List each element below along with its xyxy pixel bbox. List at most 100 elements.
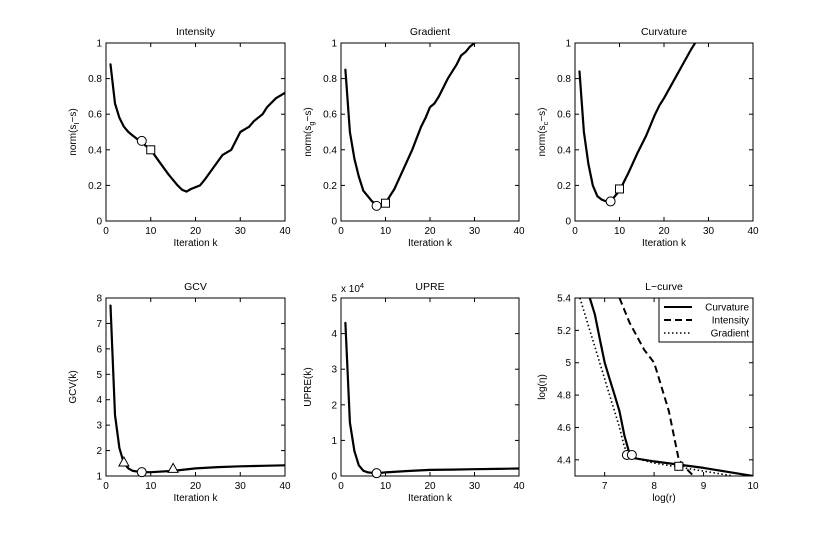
y-label-subscript: c [541, 121, 550, 125]
y-tick-label: 5.4 [557, 294, 571, 305]
y-tick-label: 0 [565, 217, 571, 228]
x-tick-label: 10 [145, 226, 157, 237]
y-tick-label: 4 [331, 329, 337, 340]
y-tick-label: 1 [96, 39, 102, 50]
y-tick-label: 4 [96, 395, 102, 406]
x-tick-label: 30 [703, 226, 715, 237]
y-tick-label: 0.4 [88, 145, 102, 156]
square-marker [146, 145, 156, 155]
legend-label: Intensity [712, 316, 749, 327]
y-tick-label: 5.2 [557, 326, 571, 337]
x-tick-label: 20 [190, 481, 202, 492]
y-tick-label: 1 [331, 39, 337, 50]
y-label-tail: −s) [303, 107, 314, 121]
chart-title: Intensity [176, 26, 216, 38]
x-axis-label: Iteration k [408, 238, 453, 249]
x-tick-label: 20 [424, 226, 436, 237]
chart-title: Curvature [641, 26, 687, 38]
y-tick-label: 2 [331, 400, 337, 411]
x-tick-label: 40 [513, 481, 525, 492]
y-tick-label: 8 [96, 294, 102, 305]
x-tick-label: 10 [380, 226, 392, 237]
chart-panel-5: 0 10 20 30 40 0 1 2 3 4 5 UPRE Iteration k UPRE(k) x 1… [303, 281, 525, 504]
chart-title: L−curve [645, 281, 683, 293]
x-tick-label: 30 [235, 481, 247, 492]
circle-marker [136, 467, 147, 478]
x-tick-label: 0 [103, 481, 109, 492]
y-tick-label: 7 [96, 319, 102, 330]
chart-title: UPRE [415, 281, 444, 293]
y-tick-label: 0.6 [323, 110, 337, 121]
chart-panel-4: 0 10 20 30 40 1 2 3 4 5 6 7 8 GCV Iteration k GCV(k) [68, 281, 291, 504]
y-axis-label: norm(sg−s) [303, 107, 316, 156]
y-axis-label: log(η) [537, 374, 548, 400]
y-tick-label: 4.4 [557, 455, 571, 466]
y-label-main: norm(s [68, 125, 79, 156]
y-axis-label: GCV(k) [68, 370, 79, 403]
x-tick-label: 20 [658, 226, 670, 237]
x-tick-label: 10 [747, 481, 759, 492]
y-axis-label: norm(sc−s) [537, 107, 550, 156]
y-tick-label: 0 [96, 217, 102, 228]
legend-label: Gradient [711, 329, 750, 340]
y-tick-label: 1 [96, 472, 102, 483]
x-tick-label: 40 [747, 226, 759, 237]
x-tick-label: 40 [279, 226, 291, 237]
triangle-marker [167, 462, 179, 473]
y-tick-label: 1 [565, 39, 571, 50]
y-tick-label: 3 [331, 365, 337, 376]
exponent-label: x 104 [341, 281, 364, 295]
y-tick-label: 2 [96, 446, 102, 457]
circle-marker [626, 449, 637, 460]
y-tick-label: 5 [331, 294, 337, 305]
chart-title: GCV [184, 281, 207, 293]
exponent-base: x 10 [341, 284, 360, 295]
circle-marker [136, 135, 147, 146]
legend-box [658, 297, 754, 343]
y-label-tail: −s) [537, 107, 548, 121]
y-tick-label: 5 [96, 370, 102, 381]
axes-frame [340, 297, 520, 477]
y-label-subscript: g [307, 121, 316, 125]
y-tick-label: 4.6 [557, 423, 571, 434]
x-tick-label: 30 [469, 481, 481, 492]
y-tick-label: 5 [565, 358, 571, 369]
x-tick-label: 0 [338, 481, 344, 492]
square-marker [674, 461, 684, 471]
x-tick-label: 40 [279, 481, 291, 492]
legend: Curvature Intensity Gradient [658, 297, 754, 343]
y-tick-label: 6 [96, 344, 102, 355]
circle-marker [371, 200, 382, 211]
x-tick-label: 8 [651, 481, 657, 492]
x-axis-label: Iteration k [174, 238, 219, 249]
x-tick-label: 7 [602, 481, 608, 492]
legend-label: Curvature [705, 303, 749, 314]
series-line-intensity [109, 63, 285, 193]
axes-frame [105, 297, 286, 477]
series-line-intensity [618, 298, 695, 476]
x-tick-label: 0 [572, 226, 578, 237]
y-tick-label: 3 [96, 421, 102, 432]
y-tick-label: 0 [331, 472, 337, 483]
y-axis-label: norm(sI−s) [68, 108, 81, 155]
y-axis-label: UPRE(k) [303, 367, 314, 406]
chart-panel-6: 7 8 9 10 4.4 4.6 4.8 5 5.2 5.4 L−curve log(r) log(η)… [537, 281, 759, 504]
x-tick-label: 0 [338, 226, 344, 237]
y-tick-label: 0.2 [557, 181, 571, 192]
y-tick-label: 0.4 [557, 145, 571, 156]
y-tick-label: 0.2 [323, 181, 337, 192]
x-axis-label: log(r) [652, 493, 675, 504]
x-tick-label: 9 [701, 481, 707, 492]
y-tick-label: 0.8 [88, 74, 102, 85]
axes-frame [105, 42, 286, 222]
series-line-gradient [579, 298, 734, 476]
x-tick-label: 20 [190, 226, 202, 237]
y-tick-label: 4.8 [557, 391, 571, 402]
x-tick-label: 40 [513, 226, 525, 237]
y-tick-label: 0.2 [88, 181, 102, 192]
circle-marker [371, 468, 382, 479]
x-tick-label: 10 [145, 481, 157, 492]
chart-title: Gradient [410, 26, 450, 38]
axes-frame [340, 42, 520, 222]
y-tick-label: 0.8 [557, 74, 571, 85]
